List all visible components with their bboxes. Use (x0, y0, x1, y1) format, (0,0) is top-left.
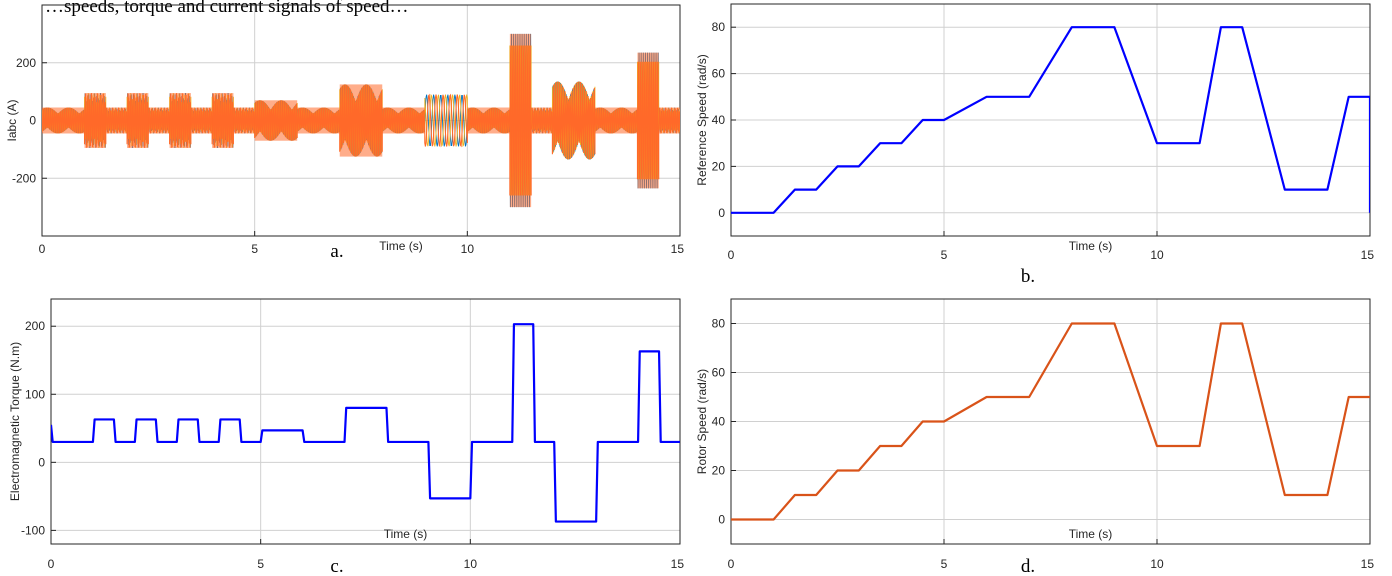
y-tick-label: 40 (712, 415, 726, 429)
current-envelope-band (42, 107, 85, 134)
y-tick-label: 100 (25, 387, 45, 401)
y-tick-label: 80 (712, 317, 726, 331)
current-envelope-band (339, 84, 383, 157)
x-tick-label: 15 (671, 557, 685, 571)
y-axis-label: Reference Speed (rad/s) (695, 54, 709, 185)
current-envelope-band (84, 93, 106, 148)
x-tick-label: 0 (39, 242, 46, 256)
y-tick-label: -200 (12, 171, 36, 185)
current-envelope-band (382, 107, 425, 134)
plot-area (51, 323, 680, 523)
plot-area (731, 322, 1370, 521)
y-tick-label: 40 (712, 113, 726, 127)
plot-area (731, 26, 1370, 214)
current-envelope-band (658, 107, 680, 134)
x-tick-label: 10 (1150, 248, 1164, 262)
current-envelope-band (105, 107, 128, 134)
x-tick-label: 5 (941, 557, 948, 571)
x-axis-label: Time (s) (1069, 239, 1113, 253)
x-tick-label: 10 (464, 557, 478, 571)
current-envelope-band (233, 107, 255, 134)
chart-panel-b: 0 5 10 15 0 20 40 60 80 Time (s) Reference Speed (… (695, 3, 1375, 287)
current-envelope-band (254, 100, 298, 141)
x-tick-label: 5 (941, 248, 948, 262)
series-line-c (51, 323, 680, 523)
current-envelope-band (212, 93, 234, 148)
x-axis-label: Time (s) (379, 239, 423, 253)
y-tick-label: 0 (38, 455, 45, 469)
current-envelope-band (169, 93, 191, 148)
x-axis-label: Time (s) (384, 527, 428, 541)
chart-panel-c: 0 5 10 15 -100 0 100 200 Time (s) Electromagnetic… (8, 298, 685, 576)
y-tick-label: 60 (712, 366, 726, 380)
current-envelope-band (509, 33, 532, 208)
x-tick-label: 15 (671, 242, 685, 256)
panel-caption: b. (1021, 266, 1035, 287)
current-envelope-band (531, 107, 553, 134)
panel-caption: d. (1021, 556, 1035, 576)
current-envelope-band (637, 52, 659, 189)
y-axis-label: Rotor Speed (rad/s) (695, 369, 709, 474)
y-tick-label: 0 (718, 206, 725, 220)
y-tick-label: 80 (712, 20, 726, 34)
y-tick-label: 200 (25, 319, 45, 333)
x-tick-label: 0 (728, 248, 735, 262)
current-envelope-band (297, 107, 340, 134)
figure-top-caption: …speeds, torque and current signals of s… (45, 0, 409, 17)
x-tick-label: 10 (1150, 557, 1164, 571)
y-tick-label: 0 (718, 513, 725, 527)
panel-caption: a. (330, 241, 343, 262)
current-envelope-band (467, 107, 510, 134)
x-axis-label: Time (s) (1069, 527, 1113, 541)
x-tick-label: 15 (1361, 557, 1375, 571)
current-envelope-band (594, 107, 638, 134)
y-axis-label: Iabc (A) (5, 99, 19, 141)
y-tick-label: 200 (16, 56, 36, 70)
x-tick-label: 0 (48, 557, 55, 571)
current-envelope-band (148, 107, 170, 134)
x-tick-label: 0 (728, 557, 735, 571)
y-tick-label: 20 (712, 159, 726, 173)
series-line-b (731, 26, 1370, 214)
x-tick-label: 5 (251, 242, 258, 256)
chart-panel-a: 0 5 10 15 -200 0 200 Time (s) Iabc (A) a. (5, 4, 685, 262)
x-tick-label: 10 (461, 242, 475, 256)
y-axis-label: Electromagnetic Torque (N.m) (8, 342, 22, 501)
x-tick-label: 15 (1361, 248, 1375, 262)
y-tick-label: 60 (712, 67, 726, 81)
y-tick-label: -100 (21, 523, 45, 537)
plot-area (42, 33, 680, 208)
panel-caption: c. (330, 556, 343, 576)
current-envelope-band (190, 107, 213, 134)
plot-area-frame (50, 298, 681, 545)
current-envelope-band (127, 93, 149, 148)
chart-panel-d: 0 5 10 15 0 20 40 60 80 Time (s) Rotor Speed (rad/… (695, 298, 1375, 576)
x-tick-label: 5 (257, 557, 264, 571)
y-tick-label: 20 (712, 464, 726, 478)
series-line-d (731, 322, 1370, 521)
y-tick-label: 0 (29, 114, 36, 128)
